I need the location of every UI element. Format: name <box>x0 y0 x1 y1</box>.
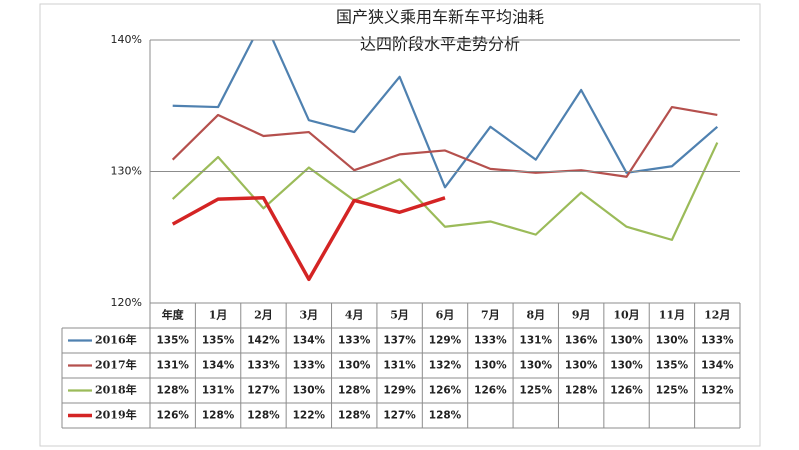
plot-lines <box>171 40 719 282</box>
table-value: 133% <box>338 335 371 347</box>
series-line <box>171 142 719 241</box>
x-tick-label: 4月 <box>345 309 364 322</box>
legend-label: 2018年 <box>95 383 137 397</box>
table-value: 142% <box>247 335 280 347</box>
table-value: 133% <box>474 335 507 347</box>
table-value: 126% <box>610 385 643 397</box>
x-tick-label: 5月 <box>390 309 409 322</box>
table-value: 131% <box>202 385 235 397</box>
x-tick-label: 6月 <box>436 309 455 322</box>
table-value: 129% <box>429 335 462 347</box>
table-value: 122% <box>293 410 326 422</box>
table-value: 134% <box>701 360 734 372</box>
table-value: 126% <box>156 410 189 422</box>
table-value: 132% <box>701 385 734 397</box>
chart-title: 国产狭义乘用车新车平均油耗 <box>336 8 544 27</box>
table-value: 130% <box>293 385 326 397</box>
x-tick-label: 10月 <box>613 309 639 322</box>
frame <box>39 3 761 447</box>
table-value: 130% <box>520 360 553 372</box>
table-value: 131% <box>156 360 189 372</box>
table-value: 130% <box>338 360 371 372</box>
table-value: 128% <box>565 385 598 397</box>
x-tick-label: 7月 <box>481 309 500 322</box>
table-value: 130% <box>656 335 689 347</box>
table-value: 130% <box>565 360 598 372</box>
table-value: 133% <box>293 360 326 372</box>
series-line <box>172 40 719 189</box>
x-tick-label: 年度 <box>162 308 185 322</box>
table-value: 130% <box>610 360 643 372</box>
table-value: 136% <box>565 335 598 347</box>
table-value: 126% <box>429 385 462 397</box>
series-line <box>171 196 446 282</box>
table-value: 127% <box>383 410 416 422</box>
y-tick-label: 140% <box>111 33 142 46</box>
series-line <box>171 105 718 178</box>
table-value: 125% <box>656 385 689 397</box>
y-tick-label: 130% <box>111 165 142 178</box>
y-tick-label: 120% <box>111 296 142 309</box>
table-value: 135% <box>656 360 689 372</box>
table-value: 128% <box>338 410 371 422</box>
table-value: 131% <box>383 360 416 372</box>
legend-label: 2019年 <box>95 408 137 422</box>
table-value: 128% <box>156 385 189 397</box>
table-value: 137% <box>383 335 416 347</box>
table-value: 134% <box>293 335 326 347</box>
table-value: 127% <box>247 385 280 397</box>
x-tick-label: 11月 <box>659 309 685 322</box>
table-value: 129% <box>383 385 416 397</box>
table-value: 130% <box>474 360 507 372</box>
table-value: 133% <box>247 360 280 372</box>
x-tick-label: 8月 <box>526 309 545 322</box>
legend-label: 2017年 <box>95 358 137 372</box>
table-value: 133% <box>701 335 734 347</box>
table-value: 128% <box>429 410 462 422</box>
table-value: 128% <box>202 410 235 422</box>
legend-label: 2016年 <box>95 333 137 347</box>
chart-title: 达四阶段水平走势分析 <box>360 35 520 54</box>
table-value: 134% <box>202 360 235 372</box>
table-value: 130% <box>610 335 643 347</box>
x-tick-label: 2月 <box>254 309 273 322</box>
table-value: 132% <box>429 360 462 372</box>
x-tick-label: 3月 <box>300 309 319 322</box>
table-value: 135% <box>202 335 235 347</box>
x-tick-label: 9月 <box>572 309 591 322</box>
table-value: 126% <box>474 385 507 397</box>
x-tick-label: 12月 <box>704 309 730 322</box>
x-tick-label: 1月 <box>209 309 228 322</box>
table-value: 128% <box>338 385 371 397</box>
table-value: 131% <box>520 335 553 347</box>
table-value: 125% <box>520 385 553 397</box>
table-value: 128% <box>247 410 280 422</box>
table-value: 135% <box>156 335 189 347</box>
